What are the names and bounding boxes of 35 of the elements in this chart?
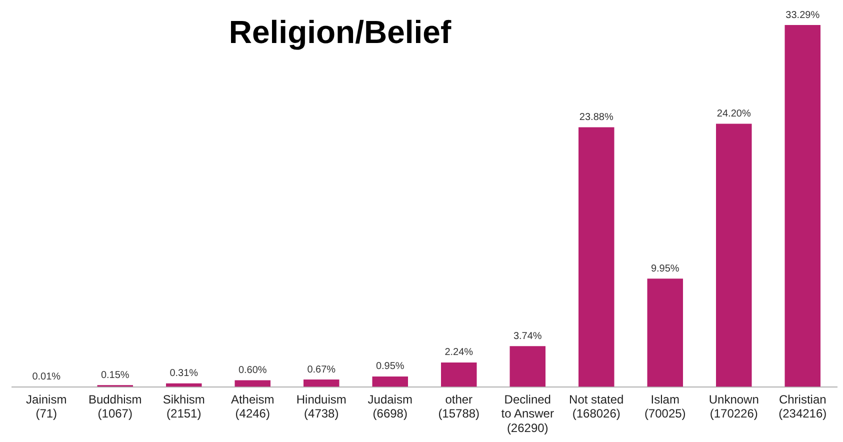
x-tick-label: Declined to Answer (26290): [501, 392, 554, 436]
bar: [166, 383, 202, 387]
data-label: 0.60%: [238, 365, 267, 376]
data-label: 24.20%: [716, 108, 751, 120]
x-tick-label: Atheism (4246): [230, 392, 274, 421]
x-tick-label: Christian (234216): [778, 392, 827, 421]
x-tick-label: Jainism (71): [26, 392, 67, 421]
bar: [716, 124, 752, 387]
x-tick-label: Unknown (170226): [708, 392, 759, 421]
data-label: 3.74%: [513, 330, 542, 342]
bar: [372, 376, 408, 387]
bar: [304, 380, 340, 387]
data-label: 9.95%: [650, 263, 680, 274]
bar: [578, 127, 614, 387]
x-tick-label: Hinduism (4738): [296, 392, 346, 421]
data-label: 0.31%: [170, 368, 198, 380]
x-tick-label: Sikhism (2151): [162, 392, 205, 421]
chart-title: Religion/Belief: [228, 14, 452, 51]
x-tick-label: Not stated (168026): [569, 392, 624, 421]
x-tick-label: Buddhism (1067): [88, 392, 142, 421]
x-tick-label: Islam (70025): [644, 392, 686, 421]
data-label: 0.15%: [100, 370, 130, 381]
data-label: 0.01%: [32, 371, 61, 382]
x-tick-label: other (15788): [438, 392, 480, 421]
bar: [441, 362, 477, 387]
data-label: 33.29%: [786, 10, 820, 21]
bar: [234, 380, 270, 387]
bar: [647, 278, 683, 387]
data-label: 23.88%: [579, 112, 614, 124]
data-label: 0.67%: [307, 364, 336, 376]
bar: [510, 346, 546, 387]
bar: [784, 25, 820, 387]
x-tick-label: Judaism (6698): [368, 392, 412, 421]
data-label: 2.24%: [444, 347, 474, 358]
data-label: 0.95%: [376, 361, 404, 372]
